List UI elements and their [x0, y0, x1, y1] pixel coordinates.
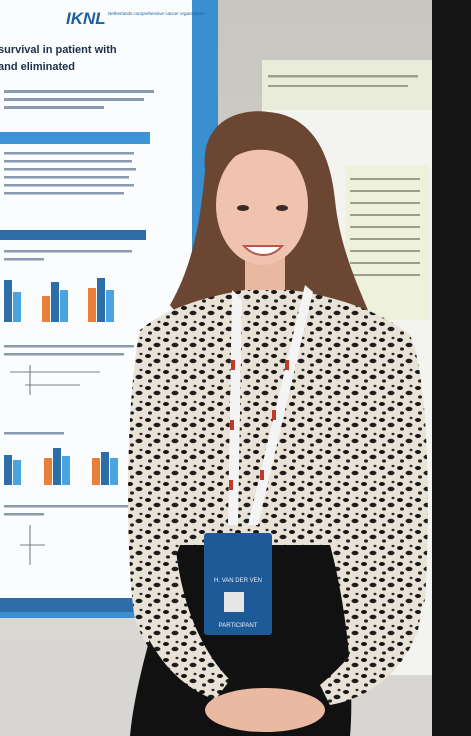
lanyard-print — [229, 360, 289, 490]
dark-edge — [432, 0, 471, 736]
poster-title: survival in patient with — [0, 44, 117, 56]
skirt — [130, 545, 352, 736]
smile — [241, 245, 285, 256]
section-bar — [0, 132, 150, 144]
poster-bar-figure — [4, 278, 118, 485]
section-bar — [0, 230, 146, 240]
poster-forest-plots — [10, 365, 100, 565]
lanyard — [248, 285, 313, 525]
badge — [204, 533, 272, 635]
hair-front — [214, 129, 312, 185]
badge-qr — [224, 592, 244, 612]
poster-logo-tagline: Netherlands comprehensive cancer organis… — [108, 11, 205, 16]
badge-name: H. VAN DER VEN — [214, 578, 262, 584]
hands — [205, 688, 325, 732]
face — [216, 145, 308, 265]
left-sleeve — [128, 340, 230, 700]
eye — [237, 205, 249, 211]
lanyard — [228, 290, 242, 525]
poster-title: and eliminated — [0, 61, 75, 73]
eye — [276, 205, 288, 211]
badge-role: PARTICIPANT — [219, 623, 258, 629]
poster-logo: IKNL — [66, 9, 106, 28]
right-poster-text — [268, 75, 420, 276]
right-sleeve — [320, 335, 427, 705]
poster-text-lines — [4, 90, 154, 516]
